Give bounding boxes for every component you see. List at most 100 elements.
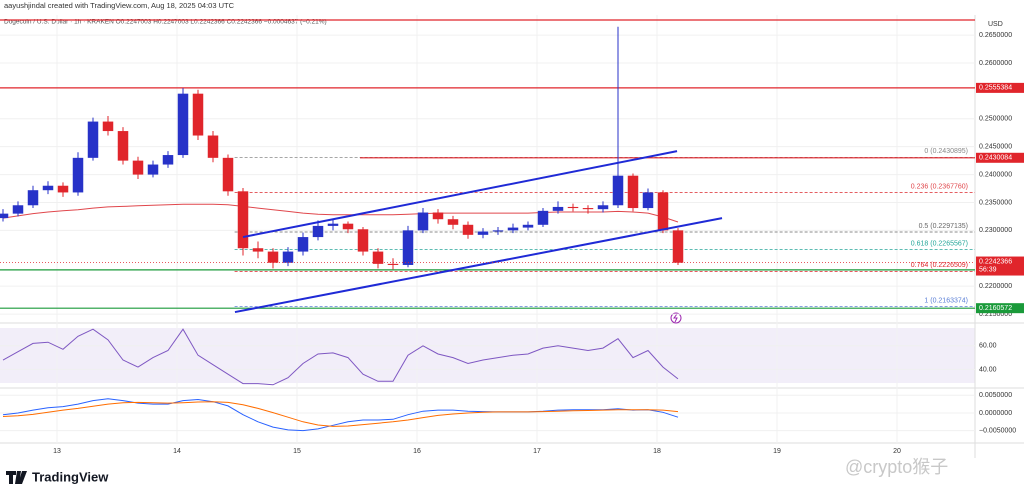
candle-body — [657, 192, 669, 231]
y-tick-label: 0.2300000 — [979, 227, 1012, 234]
candle-body — [237, 191, 249, 249]
candle-body — [417, 212, 429, 231]
y-tick-label: 0.2650000 — [979, 32, 1012, 39]
candle-body — [282, 251, 294, 263]
candle-body — [192, 93, 204, 136]
x-tick-label: 15 — [293, 448, 301, 455]
candle-body — [357, 229, 369, 252]
candle-body — [612, 175, 624, 206]
candle-body — [42, 185, 54, 191]
candle-body — [477, 231, 489, 235]
logo-icon — [6, 471, 27, 484]
candle-body — [372, 251, 384, 264]
x-tick-label: 19 — [773, 448, 781, 455]
indicator-line — [2, 398, 679, 432]
candle-body — [72, 157, 84, 193]
y-tick-label: −0.0050000 — [979, 427, 1016, 434]
rsi-band — [0, 328, 975, 383]
candle-body — [462, 224, 474, 235]
fib-label: 0 (0.2430895) — [924, 148, 968, 155]
candle-body — [582, 208, 594, 210]
candle-body — [12, 205, 24, 214]
fib-label: 0.5 (0.2297135) — [919, 223, 968, 230]
y-tick-label: 60.00 — [979, 343, 997, 350]
x-tick-label: 16 — [413, 448, 421, 455]
price-label-box — [976, 152, 1024, 163]
fib-label: 0.764 (0.2226509) — [911, 262, 968, 269]
channel-line — [242, 150, 678, 239]
candle-body — [117, 131, 129, 161]
price-label-box — [976, 82, 1024, 93]
candle-body — [552, 206, 564, 211]
candle-body — [402, 230, 414, 265]
y-tick-label: 0.0000000 — [979, 410, 1012, 417]
moving-average — [2, 203, 679, 223]
candle-body — [312, 225, 324, 238]
candle-body — [432, 212, 444, 220]
price-label: 0.2555384 — [979, 85, 1012, 92]
candle-body — [537, 210, 549, 225]
alert-icon — [670, 312, 682, 324]
logo: TradingView — [6, 469, 109, 484]
x-tick-label: 18 — [653, 448, 661, 455]
credit: aayushjindal created with TradingView.co… — [4, 1, 235, 10]
candle-body — [672, 230, 684, 263]
x-tick-label: 20 — [893, 448, 901, 455]
candle-body — [132, 160, 144, 175]
candle-body — [147, 164, 159, 175]
y-tick-label: 0.2500000 — [979, 116, 1012, 123]
symbol-info: Dogecoin / U.S. Dollar · 1h · KRAKEN O0.… — [4, 19, 327, 26]
candle-body — [252, 248, 264, 252]
axis-unit: USD — [988, 21, 1003, 28]
y-tick-label: 0.2400000 — [979, 171, 1012, 178]
indicator-line — [2, 401, 679, 427]
candle-body — [567, 206, 579, 209]
y-tick-label: 0.2150000 — [979, 311, 1012, 318]
candle-body — [447, 219, 459, 225]
x-tick-label: 17 — [533, 448, 541, 455]
candle-body — [222, 157, 234, 192]
candle-body — [177, 93, 189, 156]
y-tick-label: 0.2350000 — [979, 199, 1012, 206]
candle-body — [87, 121, 99, 158]
candle-body — [267, 251, 279, 263]
x-tick-label: 14 — [173, 448, 181, 455]
last-price-label: 0.2242366 — [979, 258, 1012, 265]
price-label-box — [976, 303, 1024, 314]
fib-label: 1 (0.2163374) — [924, 297, 968, 304]
candle-body — [162, 155, 174, 165]
y-tick-label: 40.00 — [979, 366, 997, 373]
candle-body — [27, 190, 39, 206]
candle-body — [327, 223, 339, 226]
x-tick-label: 13 — [53, 448, 61, 455]
logo-text: TradingView — [32, 469, 109, 484]
candle-body — [507, 227, 519, 231]
fib-label: 0.618 (0.2265567) — [911, 240, 968, 247]
candle-body — [492, 230, 504, 232]
y-tick-label: 0.2450000 — [979, 144, 1012, 151]
candle-body — [102, 121, 114, 132]
y-tick-label: 0.2600000 — [979, 60, 1012, 67]
candle-body — [0, 213, 9, 219]
candle-body — [342, 223, 354, 230]
candle-body — [627, 175, 639, 209]
countdown: 56:39 — [979, 266, 997, 273]
price-label: 0.2160572 — [979, 305, 1012, 312]
y-tick-label: 0.0050000 — [979, 392, 1012, 399]
indicator-line — [2, 328, 679, 386]
fib-label: 0.236 (0.2367760) — [911, 183, 968, 190]
channel-line — [234, 217, 723, 314]
price-label-box — [976, 256, 1024, 276]
price-label: 0.2430084 — [979, 155, 1012, 162]
candle-body — [642, 192, 654, 209]
candle-body — [57, 185, 69, 193]
candle-body — [522, 224, 534, 228]
watermark: @crypto猴子 — [845, 457, 948, 477]
candle-body — [387, 263, 399, 265]
candle-body — [297, 237, 309, 252]
y-tick-label: 0.2200000 — [979, 283, 1012, 290]
candle-body — [207, 135, 219, 158]
candle-body — [597, 205, 609, 210]
